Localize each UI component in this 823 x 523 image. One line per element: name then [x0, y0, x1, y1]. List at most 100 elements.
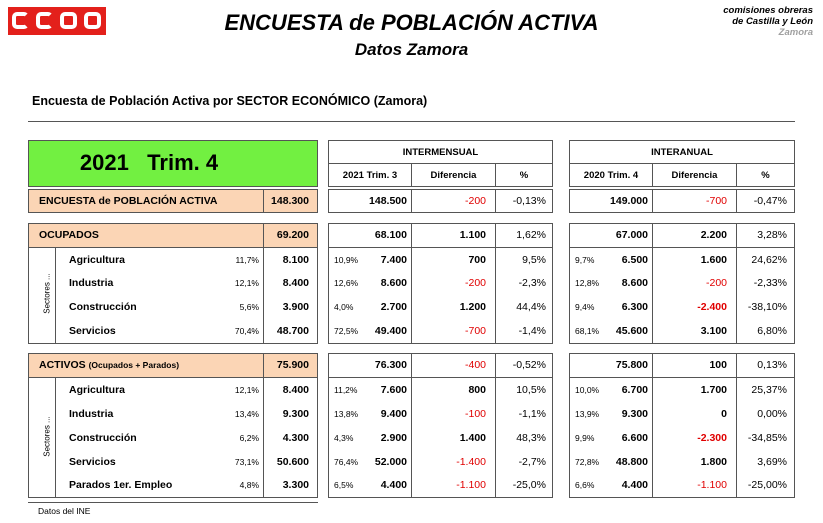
interanual-activos-row-pct: 25,37% — [751, 384, 787, 396]
activos-block: ACTIVOS (Ocupados + Parados) 75.900 Sect… — [28, 353, 318, 498]
interanual-activos-row-value: 6.700 — [621, 384, 648, 396]
interanual-activos-row-value: 6.600 — [621, 432, 648, 444]
org-name: comisiones obreras de Castilla y León Za… — [723, 5, 813, 38]
interanual-activos-row-pct: -34,85% — [747, 432, 787, 444]
intermensual-col-period: 2021 Trim. 3 — [342, 170, 398, 181]
activos-label: ACTIVOS (Ocupados + Parados) — [39, 354, 179, 376]
interanual-ocupados-row-pct: 24,62% — [751, 254, 787, 266]
interanual-ocupados-row-value: 8.600 — [621, 277, 648, 289]
interanual-activos-row-pct: -25,00% — [747, 479, 787, 491]
ocupados-servicios-share: 70,4% — [234, 326, 259, 336]
intermensual-ocupados-diff: 1.100 — [459, 229, 486, 241]
intermensual-activos-row-diff: 1.400 — [459, 432, 486, 444]
activos-agricultura-share: 12,1% — [234, 385, 259, 395]
intermensual-ocupados-row-diff: 700 — [468, 254, 486, 266]
intermensual-epa: 148.500 -200 -0,13% — [328, 189, 553, 213]
ocupados-industria-value: 8.400 — [282, 277, 309, 289]
interanual-activos-row-value: 4.400 — [621, 479, 648, 491]
page-subtitle: Datos Zamora — [354, 40, 469, 59]
intermensual-ocupados-row-pct: -1,4% — [518, 325, 546, 337]
intermensual-activos-share: 13,8% — [334, 409, 359, 419]
intermensual-activos-row-pct: -2,7% — [518, 456, 546, 468]
epa-value: 148.300 — [271, 195, 309, 207]
org-line-2: de Castilla y León — [732, 16, 813, 27]
intermensual-activos-row-pct: 48,3% — [516, 432, 546, 444]
intermensual-activos-row-value: 7.600 — [380, 384, 407, 396]
intermensual-epa-pct: -0,13% — [512, 195, 546, 207]
interanual-ocupados-value: 67.000 — [615, 229, 648, 241]
intermensual-ocupados-pct: 1,62% — [516, 229, 546, 241]
intermensual-activos-row-value: 4.400 — [380, 479, 407, 491]
interanual-activos-diff: 100 — [709, 359, 727, 371]
epa-row: ENCUESTA de POBLACIÓN ACTIVA 148.300 — [28, 189, 318, 213]
intermensual-header: INTERMENSUAL 2021 Trim. 3 Diferencia % — [328, 140, 553, 187]
intermensual-activos-row-diff: -1.400 — [456, 456, 486, 468]
interanual-ocupados-share: 68,1% — [575, 326, 600, 336]
period-label: 2021 Trim. 4 — [79, 150, 219, 175]
interanual-ocupados-row-pct: -2,33% — [753, 277, 787, 289]
intermensual-ocupados-row-diff: -200 — [464, 277, 486, 289]
activos-industria-share: 13,4% — [234, 409, 259, 419]
ocupados-industria-share: 12,1% — [234, 278, 259, 288]
intermensual-ocupados-value: 68.100 — [374, 229, 407, 241]
activos-agricultura-value: 8.400 — [282, 384, 309, 396]
intermensual-ocupados-row-value: 8.600 — [380, 277, 407, 289]
interanual-activos-share: 10,0% — [575, 385, 600, 395]
divider — [28, 121, 795, 122]
interanual-ocupados-row-diff: 1.600 — [700, 254, 727, 266]
intermensual-activos-share: 4,3% — [334, 433, 354, 443]
sectors-label: Sectores ... — [42, 416, 52, 457]
ocupados-agricultura-value: 8.100 — [282, 254, 309, 266]
ocupados-agricultura-label: Agricultura — [69, 254, 126, 266]
intermensual-activos-row-value: 52.000 — [374, 456, 407, 468]
activos-parados-value: 3.300 — [282, 479, 309, 491]
interanual-ocupados-row-value: 6.300 — [621, 301, 648, 313]
ocupados-label: OCUPADOS — [39, 229, 99, 241]
intermensual-ocupados-row-diff: 1.200 — [459, 301, 486, 313]
activos-servicios-value: 50.600 — [276, 456, 309, 468]
ocupados-construccion-value: 3.900 — [282, 301, 309, 313]
interanual-epa: 149.000 -700 -0,47% — [569, 189, 795, 213]
footer-divider — [28, 502, 318, 503]
intermensual-activos-row-diff: -1.100 — [456, 479, 486, 491]
interanual-activos-row-pct: 3,69% — [757, 456, 787, 468]
intermensual-ocupados-share: 72,5% — [334, 326, 359, 336]
activos-servicios-label: Servicios — [69, 456, 116, 468]
interanual-ocupados-share: 9,7% — [575, 255, 595, 265]
intermensual-ocupados-row-value: 7.400 — [380, 254, 407, 266]
activos-servicios-share: 73,1% — [234, 457, 259, 467]
interanual-activos-row-pct: 0,00% — [757, 408, 787, 420]
intermensual-activos-diff: -400 — [464, 359, 486, 371]
interanual-header: INTERANUAL 2020 Trim. 4 Diferencia % — [569, 140, 795, 187]
interanual-ocupados-row-diff: -2.400 — [697, 301, 727, 313]
period-box: 2021 Trim. 4 — [28, 140, 318, 187]
intermensual-activos: 76.300 -400 -0,52% 11,2% 7.600 800 10,5%… — [328, 353, 553, 498]
intermensual-activos-pct: -0,52% — [512, 359, 546, 371]
intermensual-col-diff: Diferencia — [430, 170, 477, 181]
ocupados-agricultura-share: 11,7% — [235, 255, 259, 265]
activos-agricultura-label: Agricultura — [69, 384, 126, 396]
interanual-ocupados-row-diff: 3.100 — [700, 325, 727, 337]
interanual-ocupados-diff: 2.200 — [700, 229, 727, 241]
activos-construccion-value: 4.300 — [282, 432, 309, 444]
interanual-ocupados-share: 9,4% — [575, 302, 595, 312]
interanual-activos-share: 9,9% — [575, 433, 595, 443]
ocupados-servicios-value: 48.700 — [276, 325, 309, 337]
interanual-col-period: 2020 Trim. 4 — [583, 170, 639, 181]
ocupados-block: OCUPADOS 69.200 Sectores ... Agricultura… — [28, 223, 318, 344]
source-note: Datos del INE — [38, 506, 91, 516]
interanual-activos-share: 72,8% — [575, 457, 600, 467]
interanual-ocupados-share: 12,8% — [575, 278, 600, 288]
intermensual-epa-value: 148.500 — [369, 195, 407, 207]
intermensual-activos-row-diff: 800 — [468, 384, 486, 396]
intermensual-activos-row-value: 9.400 — [380, 408, 407, 420]
activos-industria-label: Industria — [69, 408, 114, 420]
intermensual-ocupados-row-pct: -2,3% — [518, 277, 546, 289]
intermensual-ocupados-share: 4,0% — [334, 302, 354, 312]
intermensual-ocupados-share: 10,9% — [334, 255, 359, 265]
ocupados-value: 69.200 — [276, 229, 309, 241]
interanual-activos-row-diff: 1.700 — [700, 384, 727, 396]
interanual-activos: 75.800 100 0,13% 10,0% 6.700 1.700 25,37… — [569, 353, 795, 498]
interanual-activos-share: 6,6% — [575, 480, 595, 490]
activos-construccion-label: Construcción — [69, 432, 137, 444]
